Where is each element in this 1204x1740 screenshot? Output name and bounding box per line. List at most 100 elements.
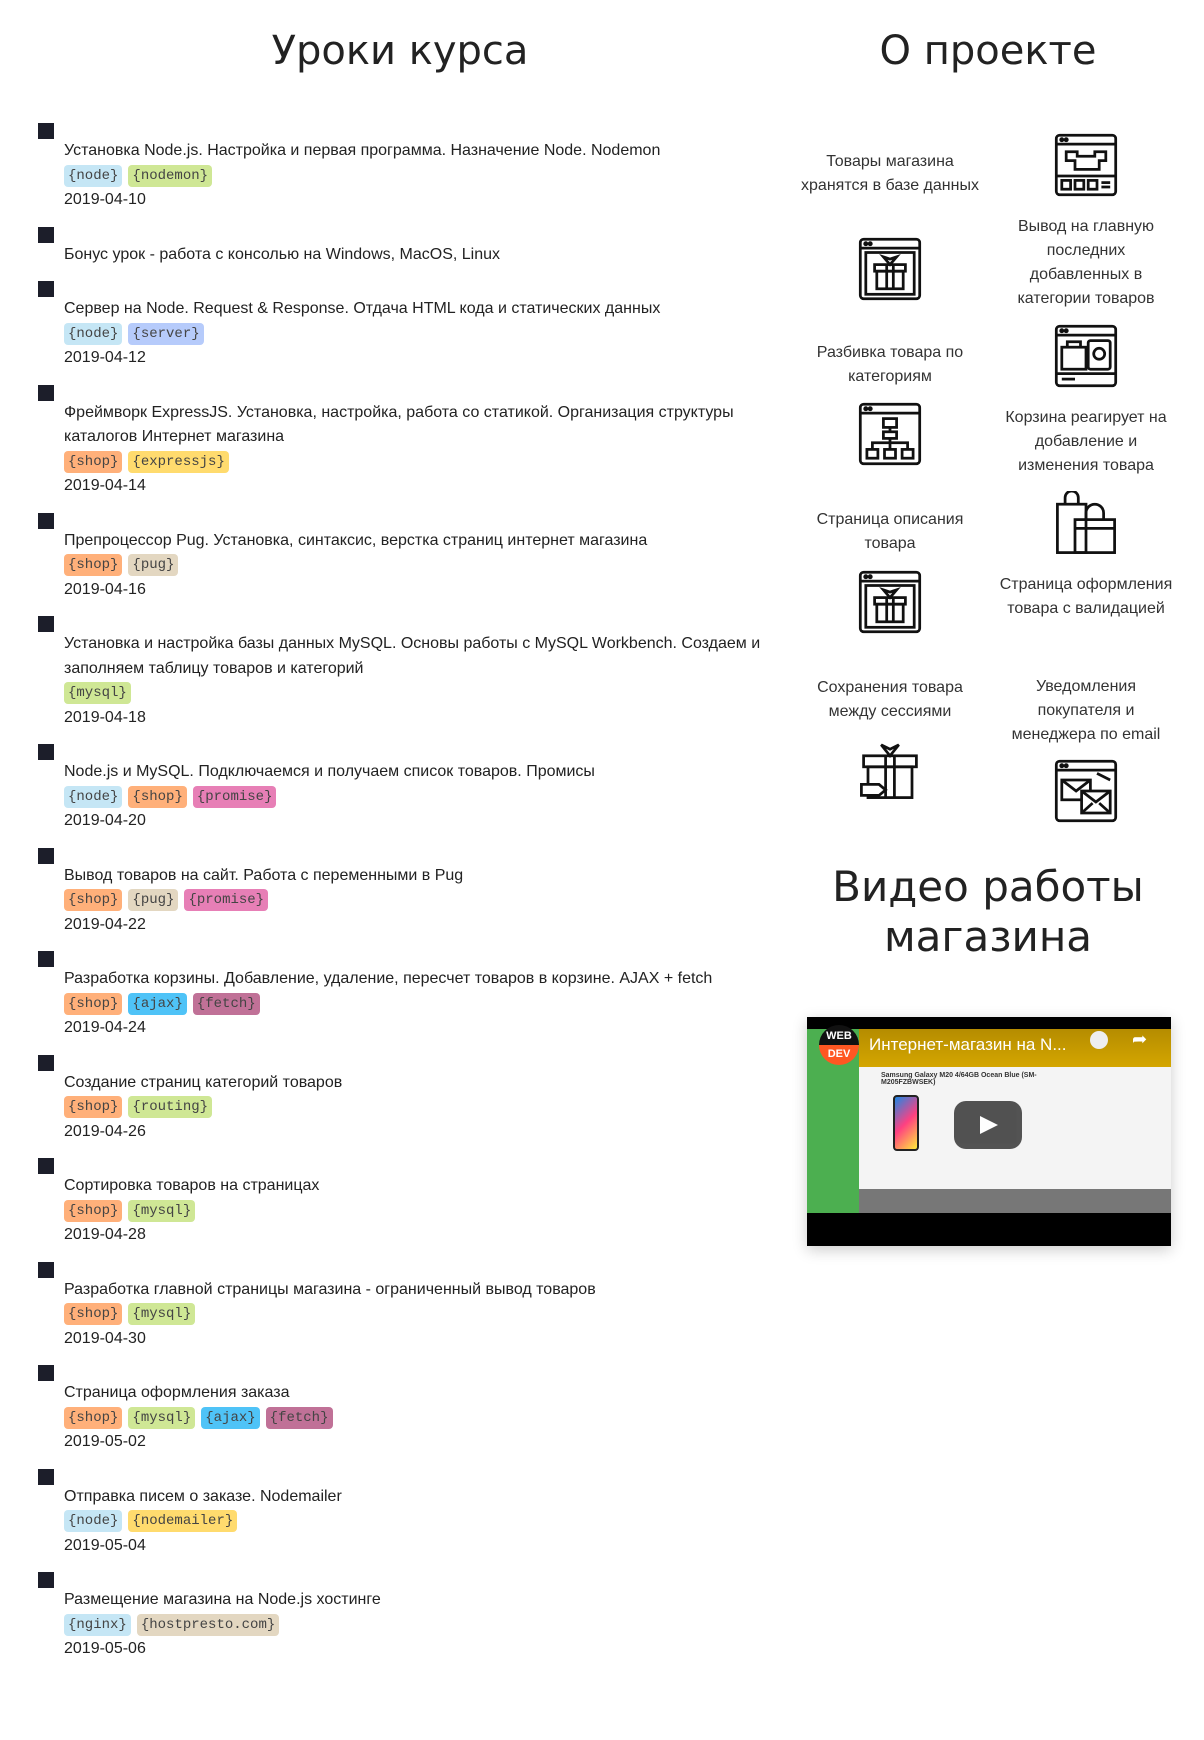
tag-node[interactable]: {node} xyxy=(64,785,123,808)
tag-label: nodemon xyxy=(140,167,200,184)
tag-list: {shop} {routing} xyxy=(64,1095,778,1120)
tag-fetch[interactable]: {fetch} xyxy=(265,1406,333,1429)
tag-label: mysql xyxy=(140,1409,183,1426)
lesson-date: 2019-04-16 xyxy=(64,580,146,598)
lesson-item[interactable]: Препроцессор Pug. Установка, синтаксис, … xyxy=(38,512,778,603)
tag-label: fetch xyxy=(278,1409,321,1426)
lesson-title[interactable]: Фреймворк ExpressJS. Установка, настройк… xyxy=(64,403,734,446)
tag-ajax[interactable]: {ajax} xyxy=(128,992,187,1015)
tag-node[interactable]: {node} xyxy=(64,1510,123,1533)
tag-ajax[interactable]: {ajax} xyxy=(201,1406,260,1429)
tag-pug[interactable]: {pug} xyxy=(128,554,179,577)
tag-label: node xyxy=(76,167,111,184)
tag-label: mysql xyxy=(140,1202,183,1219)
channel-logo[interactable]: WEB DEV xyxy=(819,1025,859,1065)
share-icon[interactable]: ➦ xyxy=(1132,1029,1148,1049)
feature-text: Страница оформления товара с валидацией xyxy=(999,576,1173,617)
lesson-item[interactable]: Бонус урок - работа с консолью на Window… xyxy=(38,226,778,268)
tag-shop[interactable]: {shop} xyxy=(64,1303,123,1326)
lesson-title[interactable]: Вывод товаров на сайт. Работа с переменн… xyxy=(64,866,464,884)
tag-label: server xyxy=(140,325,192,342)
tag-server[interactable]: {server} xyxy=(128,322,204,345)
lesson-title[interactable]: Препроцессор Pug. Установка, синтаксис, … xyxy=(64,531,648,549)
tag-shop[interactable]: {shop} xyxy=(128,785,187,808)
lessons-heading: Уроки курса xyxy=(271,28,529,74)
tag-fetch[interactable]: {fetch} xyxy=(192,992,260,1015)
tag-label: shop xyxy=(76,1202,111,1219)
phone-image xyxy=(893,1095,919,1151)
bullet-square xyxy=(38,951,54,967)
tag-label: routing xyxy=(140,1099,200,1116)
tag-list: {node} {shop} {promise} xyxy=(64,785,778,810)
play-button[interactable] xyxy=(954,1101,1022,1149)
lesson-item[interactable]: Страница оформления заказа {shop} {mysql}{… xyxy=(38,1365,778,1455)
lesson-title[interactable]: Node.js и MySQL. Подключаемся и получаем… xyxy=(64,763,595,780)
tag-nginx[interactable]: {nginx} xyxy=(64,1613,131,1636)
tag-label: mysql xyxy=(76,685,119,702)
tag-label: ajax xyxy=(213,1409,248,1426)
lesson-item[interactable]: Установка и настройка базы данных MySQL.… xyxy=(38,616,778,730)
bullet-square xyxy=(38,281,54,297)
lesson-title[interactable]: Бонус урок - работа с консолью на Window… xyxy=(64,245,500,263)
lesson-date: 2019-04-22 xyxy=(64,915,146,933)
lesson-item[interactable]: Разработка корзины. Добавление, удаление… xyxy=(38,951,778,1041)
tag-mysql[interactable]: {mysql} xyxy=(128,1303,196,1326)
channel-logo-top: WEB xyxy=(819,1025,859,1045)
tag-label: expressjs xyxy=(140,453,217,470)
lesson-item[interactable]: Установка Node.js. Настройка и первая пр… xyxy=(38,123,778,213)
lesson-title[interactable]: Разработка главной страницы магазина - о… xyxy=(64,1280,596,1298)
tag-list: {node} {nodemon} xyxy=(64,164,778,189)
tag-shop[interactable]: {shop} xyxy=(64,554,123,577)
lesson-item[interactable]: Отправка писем о заказе. Nodemailer {node… xyxy=(38,1468,778,1559)
tag-promise[interactable]: {promise} xyxy=(184,889,269,912)
tag-mysql[interactable]: {mysql} xyxy=(128,1199,196,1222)
lesson-title[interactable]: Отправка писем о заказе. Nodemailer xyxy=(64,1487,342,1505)
lesson-item[interactable]: Фреймворк ExpressJS. Установка, настройк… xyxy=(38,384,778,499)
lesson-item[interactable]: Node.js и MySQL. Подключаемся и получаем… xyxy=(38,744,778,834)
video-title[interactable]: Интернет-магазин на N... xyxy=(869,1035,1067,1054)
lesson-date: 2019-04-24 xyxy=(64,1019,146,1036)
feature-text: Вывод на главную последних добавленных в… xyxy=(1017,218,1155,307)
tag-shop[interactable]: {shop} xyxy=(64,1406,123,1429)
lesson-item[interactable]: Разработка главной страницы магазина - о… xyxy=(38,1261,778,1352)
tag-shop[interactable]: {shop} xyxy=(64,450,123,473)
tag-label: shop xyxy=(76,1099,111,1116)
lesson-item[interactable]: Размещение магазина на Node.js хостинге {… xyxy=(38,1572,778,1662)
lesson-item[interactable]: Сортировка товаров на страницах {shop} {my… xyxy=(38,1158,778,1248)
tag-label: hostpresto.com xyxy=(149,1616,267,1633)
lesson-title[interactable]: Установка и настройка базы данных MySQL.… xyxy=(64,635,761,677)
tag-label: shop xyxy=(76,995,111,1012)
tag-shop[interactable]: {shop} xyxy=(64,1199,123,1222)
watch-later-icon[interactable] xyxy=(1090,1031,1108,1049)
lesson-item[interactable]: Создание страниц категорий товаров {shop}… xyxy=(38,1054,778,1145)
lesson-title[interactable]: Страница оформления заказа xyxy=(64,1384,290,1401)
tag-pug[interactable]: {pug} xyxy=(128,889,179,912)
lesson-title[interactable]: Разработка корзины. Добавление, удаление… xyxy=(64,970,713,987)
tag-hostpresto-com[interactable]: {hostpresto.com} xyxy=(136,1613,280,1636)
tag-expressjs[interactable]: {expressjs} xyxy=(128,450,229,473)
lesson-title[interactable]: Создание страниц категорий товаров xyxy=(64,1073,343,1091)
tag-nodemailer[interactable]: {nodemailer} xyxy=(128,1510,238,1533)
feature-text: Уведомления покупателя и менеджера по em… xyxy=(1011,678,1161,743)
tag-shop[interactable]: {shop} xyxy=(64,889,123,912)
tag-node[interactable]: {node} xyxy=(64,322,123,345)
tag-label: pug xyxy=(140,892,167,909)
lesson-item[interactable]: Вывод товаров на сайт. Работа с переменн… xyxy=(38,847,778,938)
tag-routing[interactable]: {routing} xyxy=(128,1096,213,1119)
tag-mysql[interactable]: {mysql} xyxy=(128,1406,196,1429)
tag-shop[interactable]: {shop} xyxy=(64,992,123,1015)
tag-label: shop xyxy=(76,557,111,574)
tag-shop[interactable]: {shop} xyxy=(64,1096,123,1119)
tag-node[interactable]: {node} xyxy=(64,164,123,187)
lesson-title[interactable]: Установка Node.js. Настройка и первая пр… xyxy=(64,142,661,159)
lesson-title[interactable]: Сервер на Node. Request & Response. Отда… xyxy=(64,300,661,317)
tag-nodemon[interactable]: {nodemon} xyxy=(128,164,213,187)
lesson-date: 2019-04-20 xyxy=(64,812,146,829)
lesson-title[interactable]: Сортировка товаров на страницах xyxy=(64,1177,320,1194)
tag-mysql[interactable]: {mysql} xyxy=(64,682,131,705)
feature-text: Сохранения товара между сессиями xyxy=(817,679,963,720)
lesson-item[interactable]: Сервер на Node. Request & Response. Отда… xyxy=(38,281,778,371)
tag-promise[interactable]: {promise} xyxy=(192,785,277,808)
lesson-title[interactable]: Размещение магазина на Node.js хостинге xyxy=(64,1591,381,1608)
video-player[interactable]: Samsung Galaxy M20 4/64GB Ocean Blue (SM… xyxy=(807,1017,1171,1246)
